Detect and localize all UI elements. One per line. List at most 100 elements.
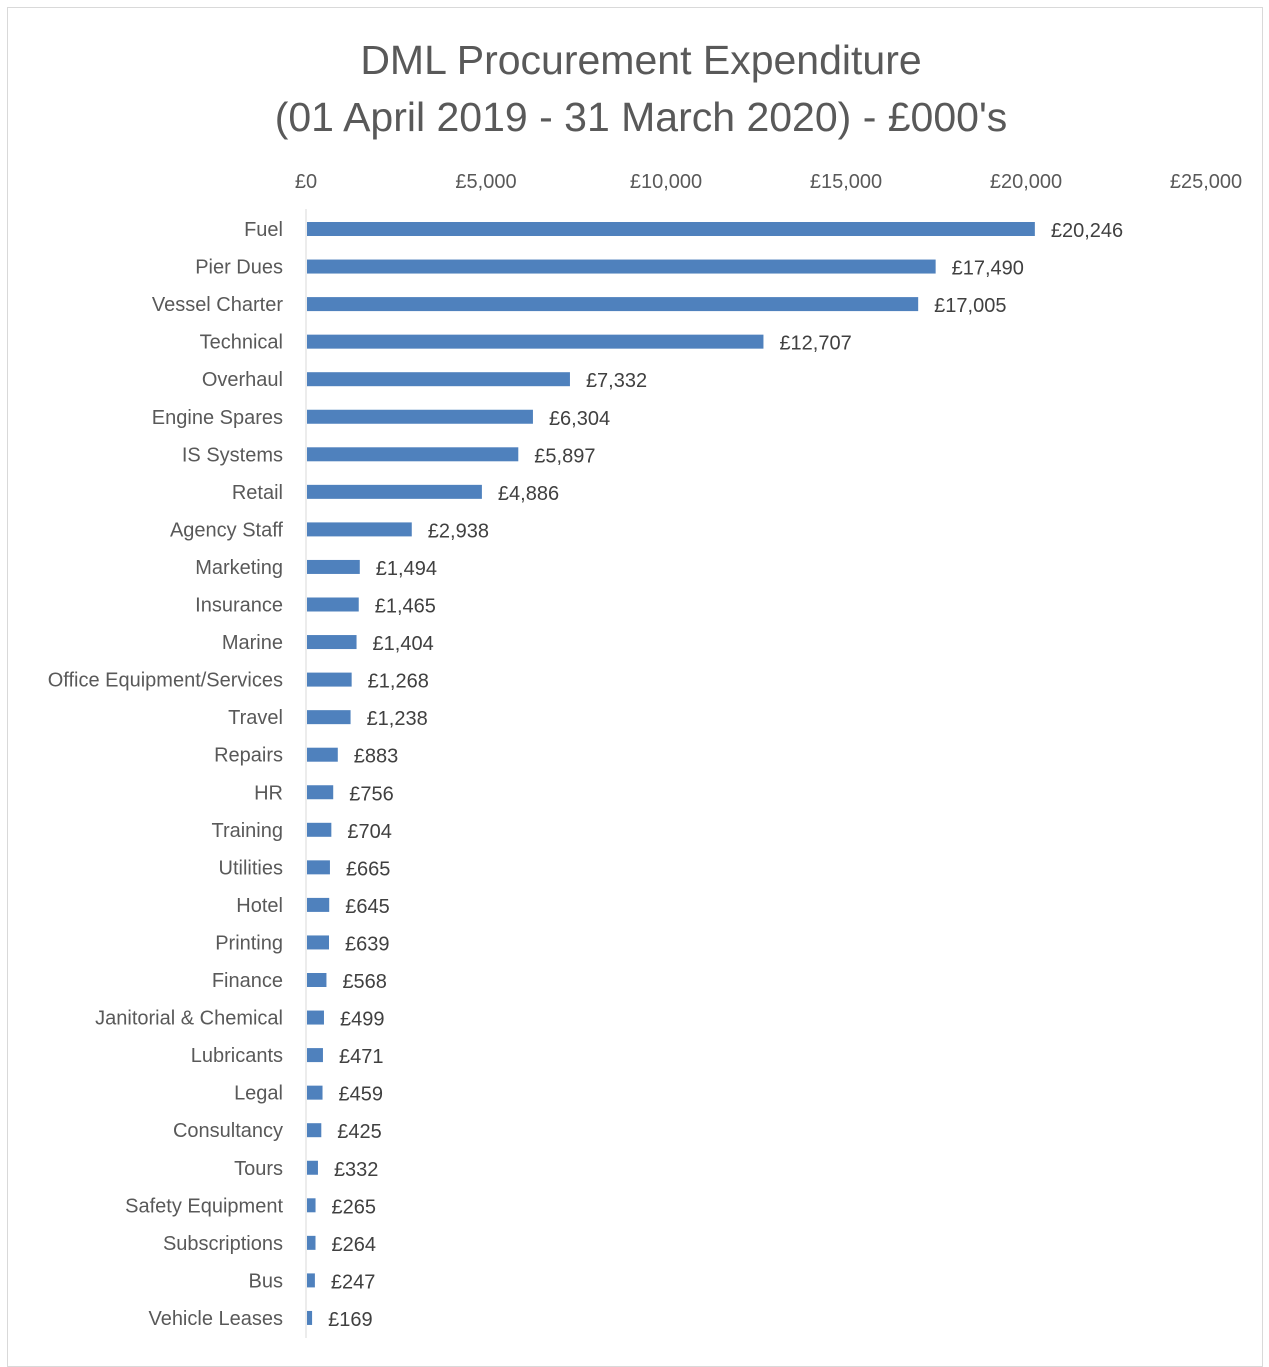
category-label: Utilities	[219, 857, 283, 879]
bar	[307, 1085, 323, 1100]
data-label: £12,707	[779, 333, 851, 355]
data-label: £756	[349, 783, 394, 805]
bar	[307, 484, 482, 499]
bar	[307, 297, 919, 312]
bar	[307, 559, 360, 574]
x-tick-label: £20,000	[990, 171, 1062, 193]
category-label: IS Systems	[182, 444, 283, 466]
bar	[307, 259, 936, 274]
x-tick-label: £0	[295, 171, 317, 193]
bar	[307, 222, 1035, 236]
bar	[307, 710, 351, 725]
bar	[307, 1160, 318, 1175]
bar	[307, 635, 357, 650]
x-tick-label: £25,000	[1170, 171, 1242, 193]
data-label: £6,304	[549, 408, 610, 430]
category-label: Janitorial & Chemical	[95, 1008, 283, 1030]
bar	[307, 447, 519, 462]
data-label: £1,238	[367, 708, 428, 730]
data-label: £17,490	[952, 258, 1024, 280]
data-label: £264	[332, 1234, 377, 1256]
data-label: £883	[354, 746, 399, 768]
bar	[307, 409, 533, 424]
data-label: £2,938	[428, 520, 489, 542]
category-label: Engine Spares	[152, 407, 283, 429]
chart-title: DML Procurement Expenditure (01 April 20…	[0, 32, 1269, 146]
category-label: Office Equipment/Services	[48, 670, 283, 692]
bar	[307, 1048, 323, 1063]
category-label: Marine	[222, 632, 283, 654]
bar	[307, 897, 330, 912]
data-label: £704	[347, 821, 392, 843]
bar	[307, 672, 352, 687]
bar	[307, 935, 330, 950]
data-label: £1,494	[376, 558, 437, 580]
bar	[307, 785, 334, 800]
data-label: £332	[334, 1159, 379, 1181]
data-label: £499	[340, 1009, 385, 1031]
category-label: Repairs	[214, 745, 283, 767]
data-label: £425	[337, 1121, 382, 1143]
category-label: Finance	[212, 970, 283, 992]
category-label: Subscriptions	[163, 1233, 283, 1255]
data-label: £4,886	[498, 483, 559, 505]
data-label: £169	[328, 1309, 373, 1331]
category-label: Insurance	[195, 595, 283, 617]
category-label: Retail	[232, 482, 283, 504]
data-label: £639	[345, 933, 390, 955]
bar	[307, 597, 359, 612]
category-label: Fuel	[244, 219, 283, 241]
bar	[307, 1310, 313, 1325]
chart-title-line-1: DML Procurement Expenditure	[360, 37, 922, 83]
data-label: £568	[342, 971, 387, 993]
category-label: Legal	[234, 1083, 283, 1105]
category-label: Travel	[228, 707, 283, 729]
data-label: £7,332	[586, 370, 647, 392]
bar	[307, 973, 327, 987]
data-label: £645	[345, 896, 390, 918]
bar	[307, 1123, 322, 1138]
bar	[307, 372, 570, 387]
bar	[307, 522, 412, 537]
category-label: Marketing	[195, 557, 283, 579]
bar	[307, 822, 332, 837]
data-label: £1,465	[375, 596, 436, 618]
category-label: Bus	[249, 1270, 283, 1292]
category-label: Agency Staff	[170, 519, 283, 541]
category-label: HR	[254, 782, 283, 804]
category-label: Hotel	[236, 895, 283, 917]
category-label: Safety Equipment	[125, 1195, 283, 1217]
data-label: £471	[339, 1046, 384, 1068]
data-label: £459	[339, 1084, 384, 1106]
data-label: £1,268	[368, 671, 429, 693]
category-label: Vehicle Leases	[148, 1308, 283, 1330]
data-label: £1,404	[373, 633, 434, 655]
x-tick-label: £5,000	[455, 171, 516, 193]
data-label: £247	[331, 1271, 376, 1293]
category-label: Lubricants	[191, 1045, 283, 1067]
data-label: £5,897	[534, 445, 595, 467]
data-label: £265	[332, 1196, 377, 1218]
data-label: £665	[346, 858, 391, 880]
x-tick-label: £15,000	[810, 171, 882, 193]
category-label: Consultancy	[173, 1120, 283, 1142]
category-label: Vessel Charter	[152, 294, 284, 316]
category-label: Tours	[234, 1158, 283, 1180]
category-label: Pier Dues	[195, 257, 283, 279]
category-label: Technical	[200, 332, 283, 354]
bar	[307, 747, 338, 762]
category-label: Training	[211, 820, 283, 842]
chart-subtitle: (01 April 2019 - 31 March 2020) - £000's	[274, 94, 1008, 140]
data-label: £20,246	[1051, 220, 1123, 242]
bar	[307, 334, 764, 349]
bar	[307, 1010, 324, 1025]
bar	[307, 1273, 315, 1288]
category-label: Overhaul	[202, 369, 283, 391]
category-label: Printing	[215, 932, 283, 954]
bar	[307, 860, 330, 875]
x-tick-label: £10,000	[630, 171, 702, 193]
bar	[307, 1198, 316, 1213]
data-label: £17,005	[934, 295, 1006, 317]
bar	[307, 1235, 316, 1250]
